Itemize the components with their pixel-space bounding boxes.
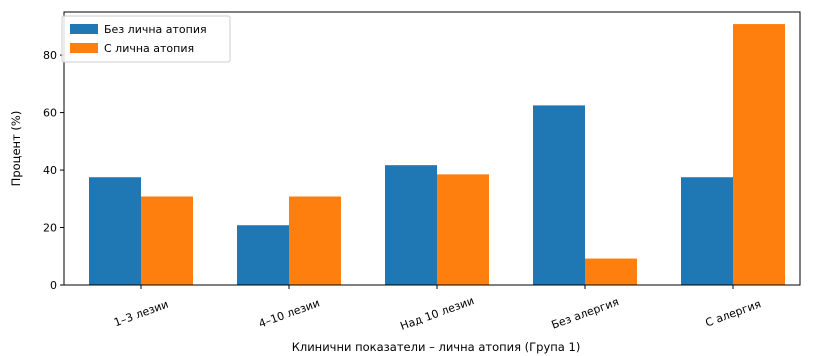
bar-without-atopy-1 — [237, 225, 289, 285]
x-tick-label: 1–3 лезии — [112, 298, 170, 330]
x-tick-label: Без алергия — [550, 295, 621, 331]
legend-label-with-atopy: С лична атопия — [104, 42, 194, 55]
legend-label-without-atopy: Без лична атопия — [104, 23, 207, 36]
x-tick-label: Над 10 лезии — [399, 294, 476, 333]
x-tick-label: 4–10 лезии — [257, 296, 322, 330]
legend-swatch-blue — [70, 24, 98, 34]
bar-with-atopy-3 — [585, 258, 637, 285]
y-tick-label: 60 — [43, 107, 57, 120]
y-tick-label: 0 — [50, 279, 57, 292]
y-axis: 0 20 40 60 80 — [43, 49, 64, 292]
x-tick-label: С алергия — [704, 297, 763, 329]
bar-with-atopy-4 — [733, 24, 785, 286]
legend-box — [61, 15, 231, 63]
bar-with-atopy-0 — [141, 196, 193, 285]
bar-without-atopy-2 — [385, 165, 437, 285]
bars-layer — [89, 24, 785, 286]
bar-with-atopy-2 — [437, 174, 489, 285]
y-tick-label: 80 — [43, 49, 57, 62]
legend: Без лична атопия С лична атопия — [61, 15, 231, 63]
plot-frame — [63, 11, 801, 286]
y-tick-label: 40 — [43, 164, 57, 177]
bar-without-atopy-0 — [89, 177, 141, 285]
bar-with-atopy-1 — [289, 196, 341, 285]
legend-swatch-orange — [70, 43, 98, 53]
bar-without-atopy-3 — [533, 105, 585, 285]
y-axis-title: Процент (%) — [9, 111, 23, 187]
y-tick-label: 20 — [43, 222, 57, 235]
bar-without-atopy-4 — [681, 177, 733, 285]
x-axis: 1–3 лезии 4–10 лезии Над 10 лезии Без алерг… — [112, 285, 763, 333]
x-axis-title: Клинични показатели – лична атопия (Груп… — [292, 340, 581, 354]
